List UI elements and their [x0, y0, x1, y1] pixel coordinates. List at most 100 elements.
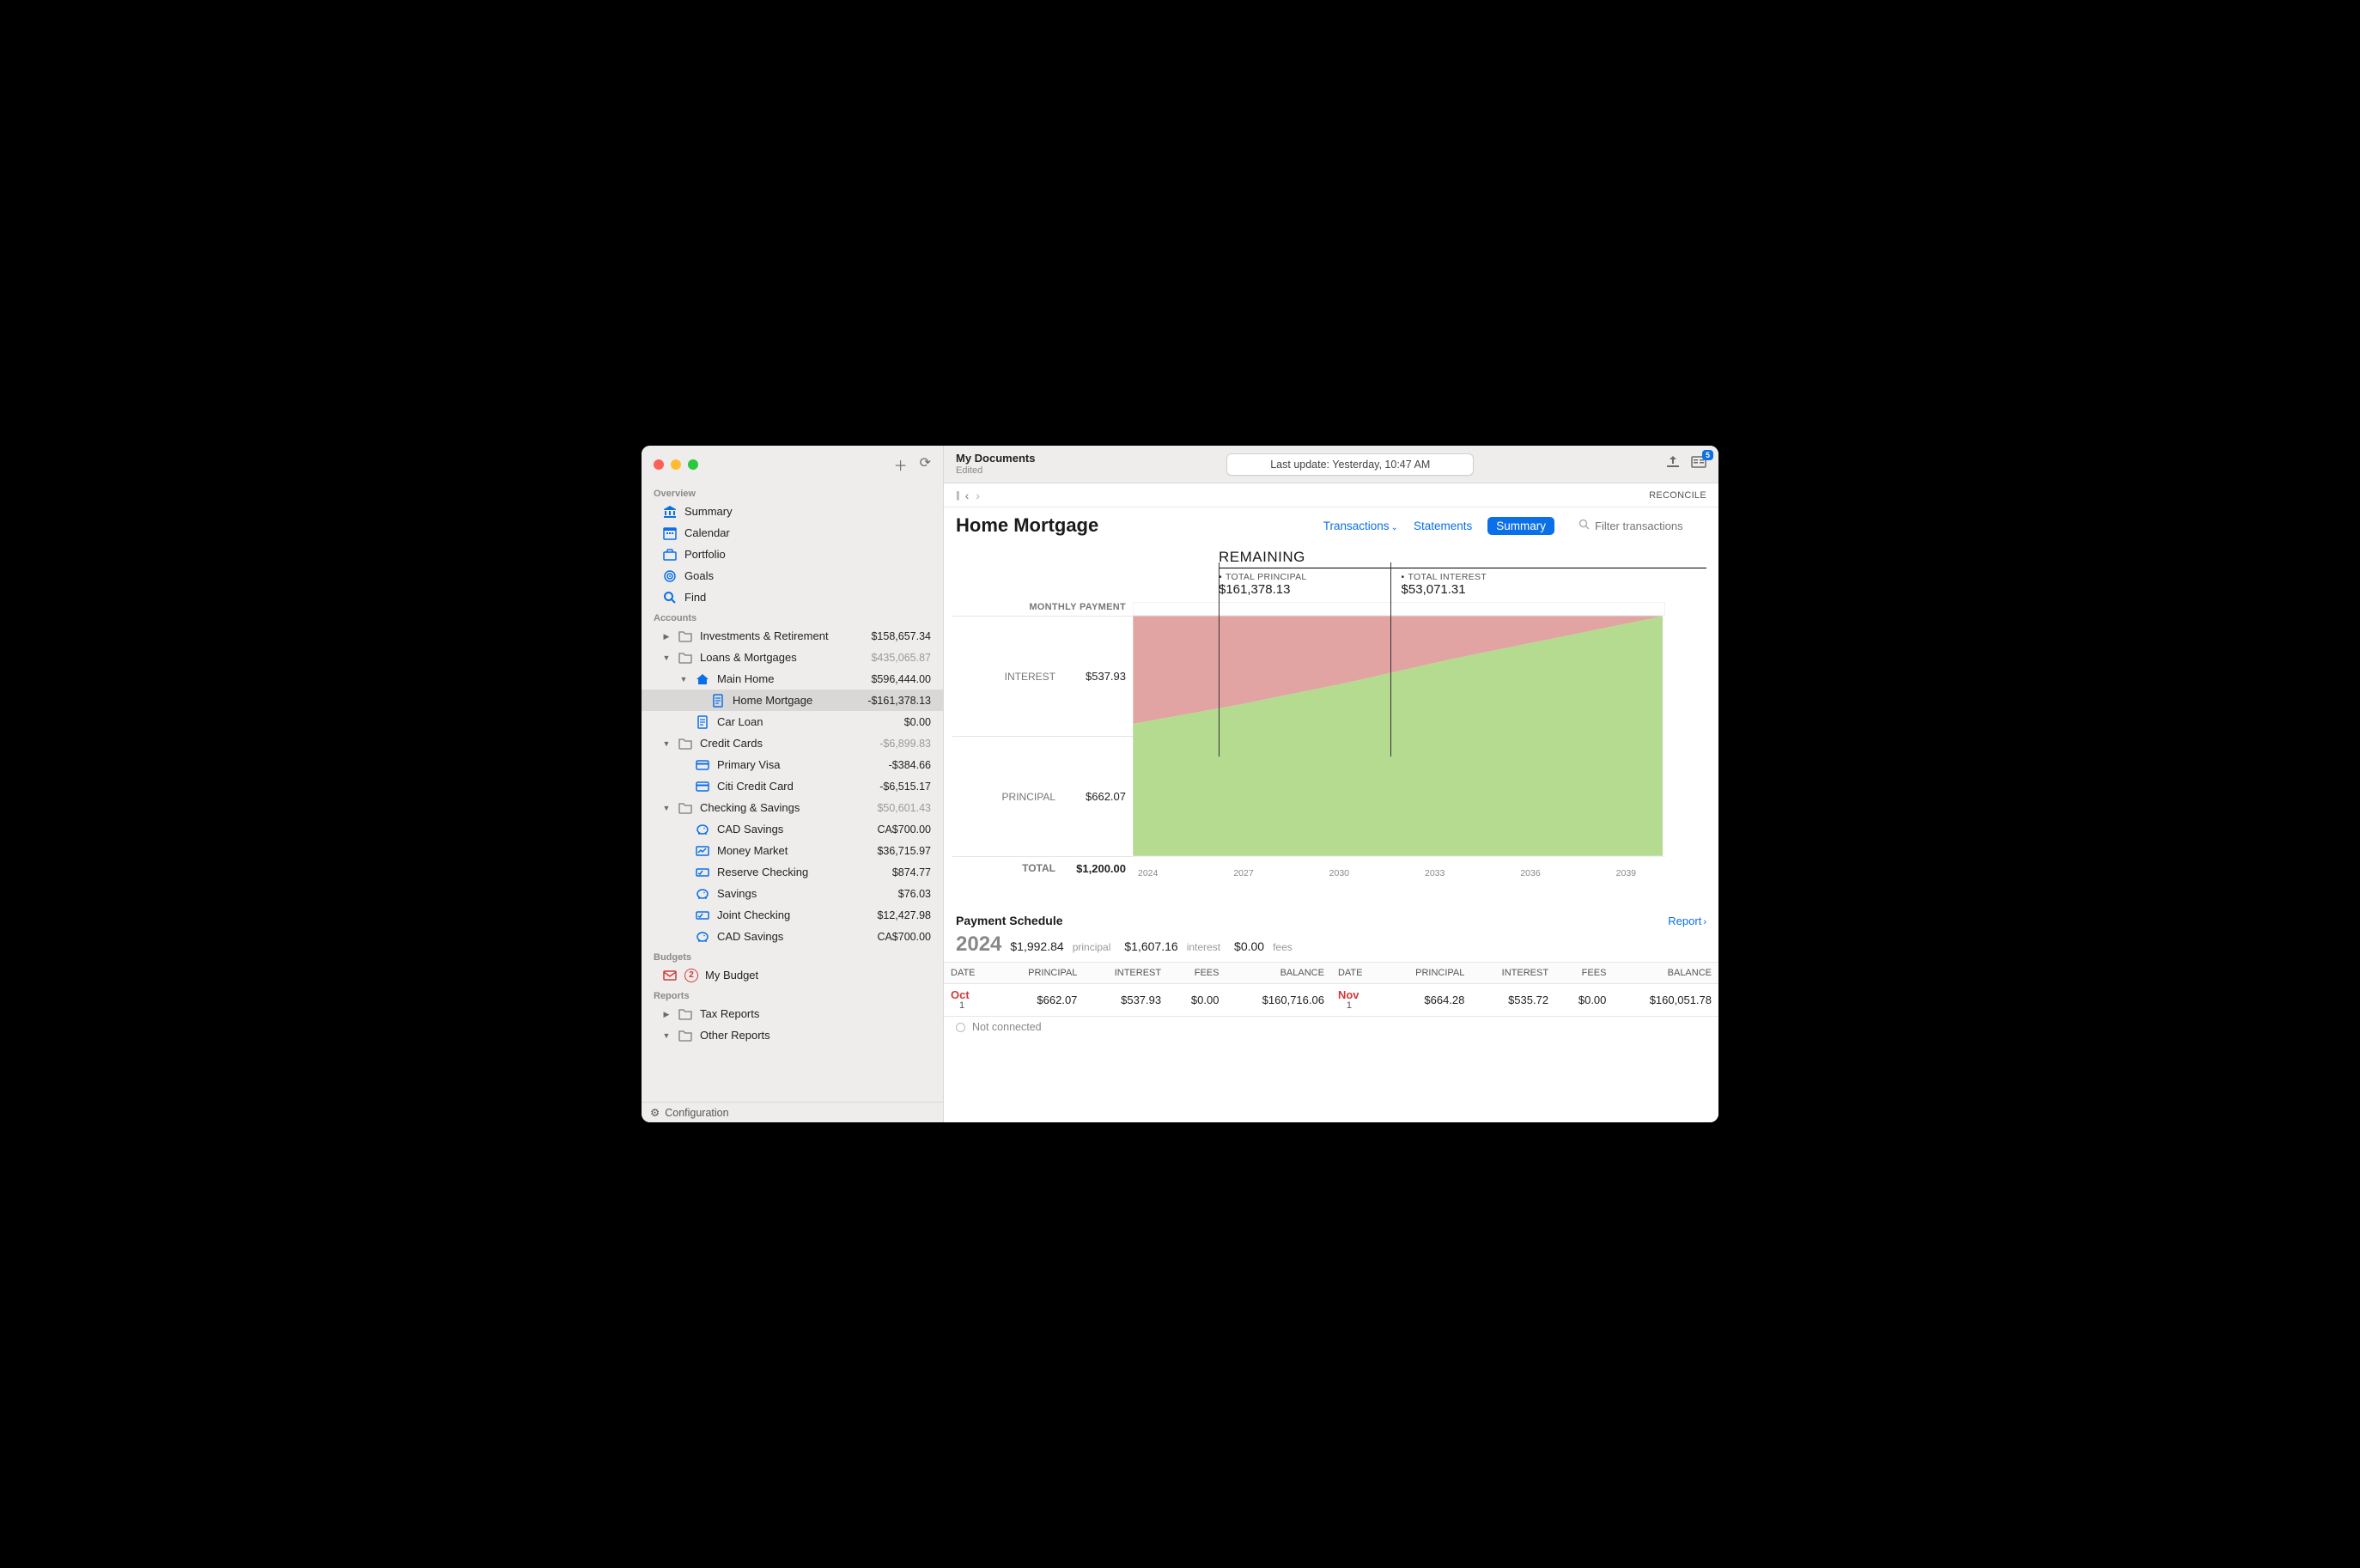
sidebar-item-home-mortgage[interactable]: Home Mortgage-$161,378.13: [642, 690, 943, 711]
cell-i2: $535.72: [1471, 984, 1555, 1017]
principal-value: $662.07: [1073, 790, 1133, 803]
sidebar-item-calendar[interactable]: Calendar: [642, 522, 943, 544]
sidebar-item-amount: $158,657.34: [871, 628, 931, 645]
sidebar-item-cad-savings[interactable]: CAD Savings CA$700.00: [642, 818, 943, 840]
sidebar-item-reserve-checking[interactable]: Reserve Checking$874.77: [642, 861, 943, 883]
sidebar-item-label: Reserve Checking: [717, 864, 885, 881]
sidebar-item-money-market[interactable]: Money Market$36,715.97: [642, 840, 943, 861]
sidebar-item-citi-credit-card[interactable]: Citi Credit Card-$6,515.17: [642, 775, 943, 797]
columns-icon[interactable]: |||: [956, 490, 958, 501]
sidebar-toolbar: ＋ ⟳: [894, 454, 931, 475]
sidebar-item-amount: $50,601.43: [877, 799, 931, 817]
nav-forward-button[interactable]: ›: [976, 489, 980, 502]
piggy-icon: [695, 929, 710, 945]
piggy-icon: [695, 822, 710, 837]
sidebar-item-cad-savings[interactable]: CAD SavingsCA$700.00: [642, 926, 943, 947]
sidebar-item-car-loan[interactable]: Car Loan$0.00: [642, 711, 943, 732]
tabs: Transactions⌄ Statements Summary: [1323, 517, 1706, 535]
chart-svg-wrap: 202420272030203320362039: [1133, 602, 1706, 879]
col-interest-2: INTEREST: [1084, 963, 1168, 984]
close-window-button[interactable]: [654, 459, 664, 470]
sidebar-item-amount: -$384.66: [889, 757, 931, 774]
col-date-0: DATE: [944, 963, 997, 984]
col-balance-9: BALANCE: [1613, 963, 1718, 984]
col-principal-1: PRINCIPAL: [997, 963, 1085, 984]
sidebar-item-portfolio[interactable]: Portfolio: [642, 544, 943, 565]
sidebar-item-other-reports[interactable]: ▼Other Reports: [642, 1024, 943, 1046]
chart-area: MONTHLY PAYMENT INTEREST $537.93 PRINCIP…: [952, 602, 1706, 879]
reconcile-button[interactable]: RECONCILE: [1649, 490, 1706, 501]
report-link[interactable]: Report›: [1668, 915, 1706, 927]
sidebar-item-credit-cards[interactable]: ▼Credit Cards-$6,899.83: [642, 732, 943, 754]
table-row: Oct1 $662.07 $537.93 $0.00 $160,716.06 N…: [944, 984, 1718, 1017]
notifications-icon[interactable]: [1691, 455, 1706, 473]
year-value: 2024: [956, 933, 1001, 957]
tab-transactions[interactable]: Transactions⌄: [1323, 520, 1398, 532]
cell-p1: $662.07: [997, 984, 1085, 1017]
sidebar-item-label: Joint Checking: [717, 907, 870, 924]
market-icon: [695, 843, 710, 859]
x-tick: 2027: [1228, 868, 1323, 878]
add-button[interactable]: ＋: [894, 454, 908, 475]
bank-icon: [662, 504, 678, 520]
section-accounts-header: Accounts: [642, 608, 943, 625]
sidebar-item-goals[interactable]: Goals: [642, 565, 943, 586]
interest-value: $537.93: [1073, 670, 1133, 683]
col-date-5: DATE: [1331, 963, 1384, 984]
section-reports-header: Reports: [642, 986, 943, 1003]
sidebar-item-my-budget[interactable]: 2My Budget: [642, 964, 943, 986]
sidebar-item-savings[interactable]: Savings$76.03: [642, 883, 943, 904]
cell-date-1: Oct1: [944, 984, 997, 1017]
tab-statements[interactable]: Statements: [1414, 520, 1472, 532]
sidebar-item-label: Money Market: [717, 842, 870, 860]
table-header-row: DATEPRINCIPALINTERESTFEESBALANCEDATEPRIN…: [944, 963, 1718, 984]
year-summary: 2024 $1,992.84 principal $1,607.16 inter…: [944, 933, 1718, 963]
sidebar-item-label: Checking & Savings: [700, 799, 870, 817]
x-axis-ticks: 202420272030203320362039: [1133, 865, 1706, 878]
minimize-window-button[interactable]: [671, 459, 681, 470]
search-input[interactable]: [1595, 520, 1706, 532]
sidebar-item-amount: $435,065.87: [871, 649, 931, 666]
sidebar-item-label: My Budget: [705, 967, 931, 984]
sidebar-item-primary-visa[interactable]: Primary Visa-$384.66: [642, 754, 943, 775]
sidebar-item-tax-reports[interactable]: ▶Tax Reports: [642, 1003, 943, 1024]
upload-icon[interactable]: [1665, 455, 1681, 473]
year-interest-v: $1,607.16: [1124, 939, 1177, 953]
sidebar-item-label: Investments & Retirement: [700, 628, 864, 645]
sidebar-item-investments-retirement[interactable]: ▶Investments & Retirement$158,657.34: [642, 625, 943, 647]
main-area: My Documents Edited Last update: Yesterd…: [944, 446, 1718, 1122]
search-box: [1578, 519, 1706, 532]
remaining-title: REMAINING: [1219, 549, 1305, 565]
refresh-button[interactable]: ⟳: [920, 454, 931, 475]
sidebar-item-label: Citi Credit Card: [717, 778, 873, 795]
sidebar-item-joint-checking[interactable]: Joint Checking$12,427.98: [642, 904, 943, 926]
cell-f1: $0.00: [1168, 984, 1226, 1017]
target-icon: [662, 568, 678, 584]
chevron-down-icon: ⌄: [1391, 523, 1398, 532]
cell-i1: $537.93: [1084, 984, 1168, 1017]
sidebar-item-label: Loans & Mortgages: [700, 649, 864, 666]
disclosure-icon: ▼: [662, 735, 671, 752]
col-balance-4: BALANCE: [1226, 963, 1331, 984]
document-title-block: My Documents Edited: [956, 453, 1035, 475]
sidebar-item-label: Credit Cards: [700, 735, 873, 752]
page-title: Home Mortgage: [956, 514, 1098, 537]
cell-date-2: Nov1: [1331, 984, 1384, 1017]
sidebar-item-find[interactable]: Find: [642, 586, 943, 608]
sidebar-item-label: CAD Savings: [717, 821, 870, 838]
tab-summary[interactable]: Summary: [1487, 517, 1554, 535]
status-text: Not connected: [972, 1021, 1042, 1033]
sidebar-item-checking-savings[interactable]: ▼Checking & Savings$50,601.43: [642, 797, 943, 818]
x-tick: 2033: [1420, 868, 1515, 878]
sidebar-footer[interactable]: ⚙ Configuration: [642, 1102, 943, 1122]
sidebar-item-amount: CA$700.00: [877, 821, 931, 838]
x-tick: 2039: [1611, 868, 1706, 878]
sidebar-item-loans-mortgages[interactable]: ▼Loans & Mortgages$435,065.87: [642, 647, 943, 668]
nav-back-button[interactable]: ‹: [965, 489, 970, 502]
col-fees-8: FEES: [1555, 963, 1613, 984]
zoom-window-button[interactable]: [688, 459, 698, 470]
stat-principal: TOTAL PRINCIPAL $161,378.13: [1219, 572, 1307, 597]
sidebar-item-main-home[interactable]: ▼Main Home$596,444.00: [642, 668, 943, 690]
sidebar-item-summary[interactable]: Summary: [642, 501, 943, 522]
last-update-pill[interactable]: Last update: Yesterday, 10:47 AM: [1226, 453, 1474, 476]
